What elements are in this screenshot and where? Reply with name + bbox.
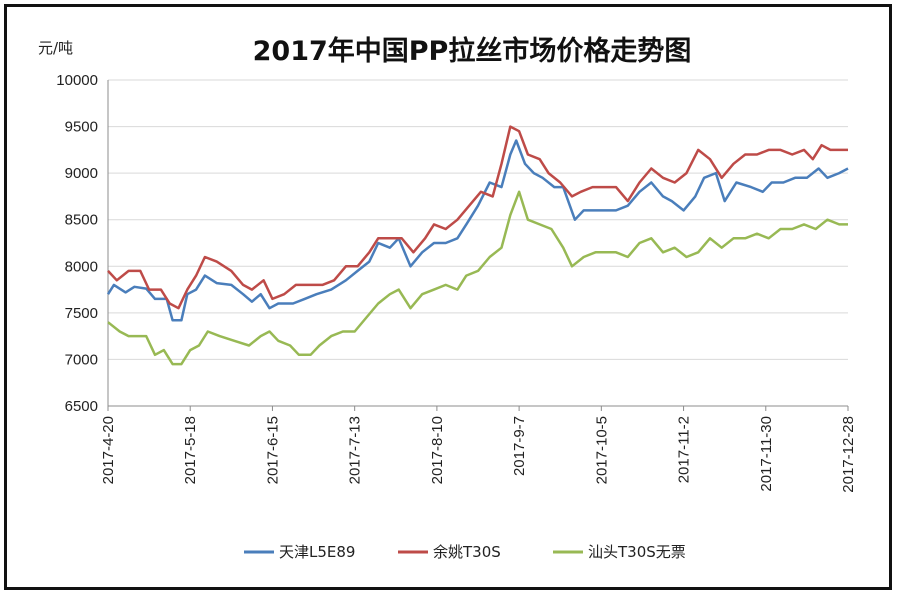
x-tick-label: 2017-9-7 [511, 416, 528, 476]
axes [107, 80, 849, 411]
x-tick-label: 2017-12-28 [840, 416, 857, 493]
legend: 天津L5E89 余姚T30S 汕头T30S无票 [244, 543, 686, 561]
x-tick-label: 2017-6-15 [264, 416, 281, 484]
y-tick-label: 9500 [65, 119, 98, 136]
x-tick-label: 2017-10-5 [593, 416, 610, 484]
y-axis-unit-label: 元/吨 [38, 39, 73, 57]
y-tick-label: 7500 [65, 305, 98, 322]
y-tick-label: 6500 [65, 398, 98, 415]
series-line-3 [107, 190, 848, 366]
y-tick-labels: 6500 7000 7500 8000 8500 9000 9500 10000 [56, 72, 98, 415]
y-tick-label: 7000 [65, 351, 98, 368]
legend-label: 天津L5E89 [279, 543, 355, 561]
series-lines [106, 125, 849, 366]
legend-label: 余姚T30S [433, 543, 501, 561]
series-line-2 [107, 125, 848, 310]
y-gridlines [108, 79, 848, 360]
y-tick-label: 10000 [56, 72, 98, 89]
x-tick-label: 2017-8-10 [429, 416, 446, 484]
legend-label: 汕头T30S无票 [588, 543, 686, 561]
chart-frame [4, 4, 892, 590]
y-tick-label: 8500 [65, 212, 98, 229]
x-tick-labels: 2017-4-20 2017-5-18 2017-6-15 2017-7-13 2017… [100, 416, 857, 493]
x-tick-label: 2017-5-18 [182, 416, 199, 484]
y-tick-label: 9000 [65, 165, 98, 182]
x-tick-label: 2017-11-2 [676, 416, 693, 483]
x-tick-label: 2017-11-30 [758, 416, 775, 492]
chart-title: 2017年中国PP拉丝市场价格走势图 [253, 35, 692, 67]
x-tick-label: 2017-4-20 [100, 416, 117, 484]
y-tick-label: 8000 [65, 258, 98, 275]
series-line-1 [106, 139, 849, 322]
x-tick-label: 2017-7-13 [347, 416, 364, 484]
